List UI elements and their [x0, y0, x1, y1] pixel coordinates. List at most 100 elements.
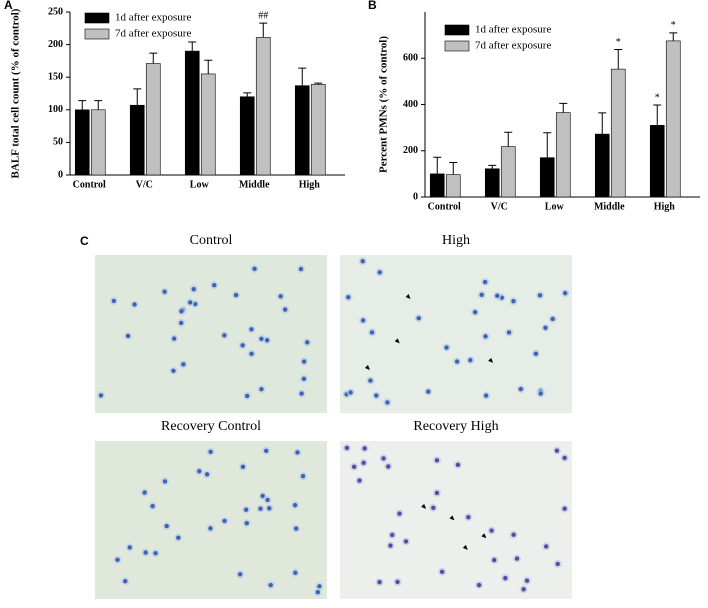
cell — [403, 539, 409, 544]
arrowhead — [488, 357, 494, 363]
cell — [482, 279, 488, 285]
bar — [539, 157, 555, 198]
bar — [294, 85, 310, 176]
legend-swatch — [84, 12, 110, 24]
cell — [282, 307, 288, 312]
cell — [150, 503, 155, 509]
cell — [348, 390, 353, 395]
cell — [361, 460, 366, 466]
cell — [506, 330, 512, 335]
cell — [344, 445, 350, 451]
cell — [562, 455, 567, 461]
micrograph-title: Recovery Control — [161, 419, 261, 434]
cell — [178, 320, 184, 326]
y-axis-label: BALF total cell count (% of control) — [10, 8, 22, 178]
micrograph-title: Recovery High — [413, 419, 498, 434]
arrowhead — [421, 503, 427, 509]
micrograph — [95, 255, 327, 413]
error-bar — [259, 22, 268, 38]
bar — [610, 68, 626, 198]
cell — [385, 400, 390, 405]
cell — [492, 557, 497, 563]
cell — [268, 582, 273, 588]
cell — [125, 333, 131, 339]
cell — [191, 286, 196, 292]
micrograph-title: High — [442, 233, 470, 248]
y-tick-label: 50 — [53, 137, 63, 148]
error-bar — [133, 88, 142, 106]
cell — [240, 343, 245, 348]
cell — [444, 345, 449, 350]
arrowhead — [405, 293, 411, 299]
bar — [429, 173, 445, 198]
cell — [439, 569, 445, 575]
cell — [388, 543, 393, 548]
cell — [426, 389, 431, 394]
cell — [222, 333, 227, 338]
cell — [377, 579, 382, 585]
cell — [362, 446, 367, 451]
x-tick-label: Control — [73, 179, 106, 190]
cell — [511, 532, 516, 537]
cell — [455, 462, 461, 468]
cell — [293, 570, 298, 575]
cell — [374, 393, 379, 398]
cell — [259, 386, 264, 392]
cell — [249, 327, 254, 332]
bar — [184, 50, 200, 176]
legend-label: 1d after exposure — [115, 12, 191, 24]
cell — [472, 309, 478, 315]
cell — [360, 259, 365, 264]
micrograph-title: Control — [190, 233, 233, 248]
error-bar — [188, 41, 197, 52]
cell — [115, 557, 120, 563]
cell — [301, 359, 307, 364]
cell — [132, 302, 137, 307]
y-tick-label: 600 — [403, 53, 418, 64]
cell — [431, 505, 436, 510]
cell — [252, 266, 257, 272]
cell — [377, 270, 382, 275]
legend-label: 7d after exposure — [115, 28, 191, 40]
error-bar — [314, 82, 323, 85]
cell — [434, 458, 440, 463]
cell — [395, 579, 400, 585]
micrograph — [340, 255, 572, 413]
cell — [222, 518, 227, 524]
cell — [360, 318, 366, 323]
arrowhead — [462, 544, 468, 550]
bar — [500, 146, 516, 198]
bar — [129, 104, 145, 176]
bar — [665, 40, 681, 198]
y-tick-label: 150 — [48, 71, 63, 82]
significance-mark: * — [671, 20, 676, 31]
panel-label: B — [368, 0, 377, 12]
error-bar — [598, 112, 607, 135]
cell — [369, 330, 375, 335]
cell — [524, 578, 530, 583]
micrograph — [95, 441, 327, 599]
cell — [544, 544, 549, 549]
cell — [434, 490, 440, 496]
legend-swatch — [444, 24, 470, 36]
y-tick-label: 250 — [48, 6, 63, 17]
cell — [258, 506, 263, 511]
cell — [301, 376, 307, 382]
error-bar — [488, 164, 497, 169]
bar — [555, 112, 571, 198]
cell — [483, 393, 489, 398]
cell — [454, 359, 460, 364]
legend-label: 7d after exposure — [475, 40, 551, 52]
cell — [197, 469, 202, 474]
bar — [484, 168, 500, 198]
cell — [249, 351, 254, 357]
cell — [265, 497, 270, 503]
cell — [208, 449, 213, 454]
panel-label: A — [4, 0, 13, 12]
cell — [204, 472, 210, 477]
significance-mark: ## — [258, 10, 268, 21]
cell — [368, 378, 373, 383]
cell — [267, 506, 272, 511]
legend-swatch — [444, 40, 470, 52]
